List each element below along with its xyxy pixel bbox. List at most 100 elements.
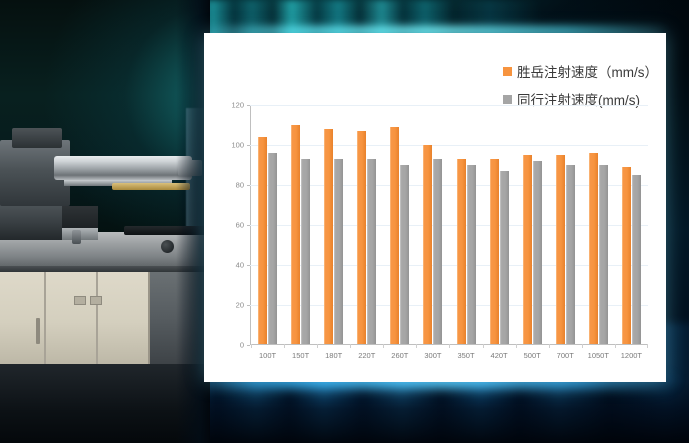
legend-swatch-orange xyxy=(503,66,512,76)
machine-cabinet-seam xyxy=(44,272,46,364)
x-tick-mark xyxy=(416,344,418,348)
bar-series-2[interactable] xyxy=(400,164,410,344)
bar-series-2[interactable] xyxy=(367,158,377,344)
x-tick-mark xyxy=(515,344,517,348)
x-tick-label: 100T xyxy=(258,351,277,360)
x-tick-label: 300T xyxy=(424,351,442,360)
bar-series-2[interactable] xyxy=(466,164,476,344)
bar-group: 500T xyxy=(515,105,549,360)
x-tick-label: 350T xyxy=(457,351,475,360)
bar-groups: 100T 150T 180T 220T 260T 300T 350T 420T 500T 700T… xyxy=(251,105,648,360)
bar-series-2[interactable] xyxy=(565,164,575,344)
chart-plot-area: 0 20 40 60 80 100 120 100T 150T 180T 220T 260T 300T… xyxy=(231,101,648,360)
bar-series-2[interactable] xyxy=(499,170,509,344)
bar-series-2[interactable] xyxy=(334,158,344,344)
x-tick-label: 180T xyxy=(325,351,343,360)
gridline xyxy=(250,305,648,306)
x-tick-mark xyxy=(383,344,385,348)
machine-cabinet xyxy=(0,272,150,364)
y-tick-label: 20 xyxy=(235,300,244,310)
x-tick-label: 700T xyxy=(556,351,574,360)
x-tick-label: 150T xyxy=(292,351,310,360)
y-tick-mark xyxy=(247,264,250,266)
x-tick-label: 260T xyxy=(391,351,409,360)
legend-swatch-gray xyxy=(503,94,512,104)
legend-item-series-2[interactable]: 同行注射速度(mm/s) xyxy=(503,89,658,109)
x-tick-mark xyxy=(284,344,286,348)
x-tick-label: 500T xyxy=(523,351,541,360)
y-tick-label: 60 xyxy=(235,220,244,230)
machine-brass-bar xyxy=(112,183,190,190)
bar-group: 1200T xyxy=(614,105,648,360)
gridline xyxy=(250,264,648,266)
bar-group: 100T xyxy=(251,105,284,360)
legend-label-series-1: 胜岳注射速度（mm/s） xyxy=(517,65,658,80)
x-tick-label: 1200T xyxy=(620,351,643,360)
machine-knob xyxy=(72,230,81,244)
x-tick-mark xyxy=(581,344,583,348)
x-tick-mark xyxy=(548,344,550,348)
bar-series-1[interactable] xyxy=(489,158,499,344)
y-tick-mark xyxy=(247,225,250,226)
machine-round-port xyxy=(161,240,174,253)
bar-group: 700T xyxy=(548,105,582,360)
x-tick-mark xyxy=(350,344,352,348)
x-tick-mark xyxy=(646,344,648,348)
y-tick-mark xyxy=(247,184,250,186)
injection-molding-machine-photo xyxy=(0,0,210,443)
bar-group: 150T xyxy=(284,105,317,360)
bar-series-2[interactable] xyxy=(631,174,641,344)
machine-vent xyxy=(90,296,102,305)
bar-series-1[interactable] xyxy=(522,154,532,344)
y-tick-label: 80 xyxy=(235,180,244,190)
bar-series-2[interactable] xyxy=(598,164,608,344)
bar-group: 1050T xyxy=(581,105,615,360)
y-tick-mark xyxy=(247,105,250,106)
bar-series-1[interactable] xyxy=(456,158,466,344)
bar-series-2[interactable] xyxy=(268,152,278,344)
bar-series-1[interactable] xyxy=(357,130,367,344)
photo-floor xyxy=(0,364,210,443)
gridline xyxy=(250,184,648,186)
bar-series-2[interactable] xyxy=(433,158,443,344)
panel-top-glow xyxy=(200,26,670,36)
bar-series-1[interactable] xyxy=(291,124,301,344)
machine-cabinet-seam xyxy=(96,272,98,364)
y-tick-label: 0 xyxy=(239,340,244,350)
machine-black-plate xyxy=(124,226,208,235)
x-tick-mark xyxy=(251,344,252,348)
bar-group: 300T xyxy=(416,105,449,360)
bar-series-1[interactable] xyxy=(588,152,598,344)
bar-series-1[interactable] xyxy=(324,128,334,344)
bar-series-1[interactable] xyxy=(555,154,565,344)
y-tick-mark xyxy=(247,305,250,306)
y-tick-mark xyxy=(247,345,250,346)
x-tick-label: 1050T xyxy=(587,351,609,360)
bar-series-2[interactable] xyxy=(532,160,542,344)
legend-item-series-1[interactable]: 胜岳注射速度（mm/s） xyxy=(503,61,658,81)
x-tick-mark xyxy=(614,344,616,348)
bar-series-1[interactable] xyxy=(258,136,268,344)
y-tick-label: 40 xyxy=(235,260,244,270)
bar-series-1[interactable] xyxy=(621,166,631,344)
gridline xyxy=(250,144,648,146)
machine-barrel xyxy=(54,156,192,180)
bar-chart-panel: 胜岳注射速度（mm/s） 同行注射速度(mm/s) 0 20 40 60 80 100 12… xyxy=(204,33,666,382)
x-tick-mark xyxy=(449,344,451,348)
y-tick-mark xyxy=(247,144,250,146)
x-axis-line xyxy=(250,344,648,345)
bar-series-1[interactable] xyxy=(390,126,400,344)
machine-cabinet-handle xyxy=(36,318,40,344)
x-tick-mark xyxy=(482,344,484,348)
gridline xyxy=(250,225,648,226)
gridline xyxy=(250,105,648,106)
bar-group: 220T xyxy=(350,105,383,360)
machine-vent xyxy=(74,296,86,305)
y-tick-label: 120 xyxy=(231,100,244,110)
bar-series-1[interactable] xyxy=(423,144,433,344)
bar-series-2[interactable] xyxy=(301,158,311,344)
y-tick-label: 100 xyxy=(231,140,244,150)
x-tick-label: 220T xyxy=(358,351,376,360)
bar-group: 260T xyxy=(383,105,416,360)
